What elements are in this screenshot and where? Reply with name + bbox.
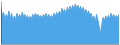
plot bbox=[1, 2, 120, 45]
x-axis bbox=[2, 44, 120, 45]
y-axis bbox=[1, 2, 2, 45]
marks bbox=[1, 4, 119, 44]
chart bbox=[0, 0, 120, 45]
y-axis-line bbox=[1, 2, 2, 45]
line bbox=[1, 4, 119, 34]
x-axis-line bbox=[2, 44, 120, 45]
area bbox=[1, 4, 119, 44]
